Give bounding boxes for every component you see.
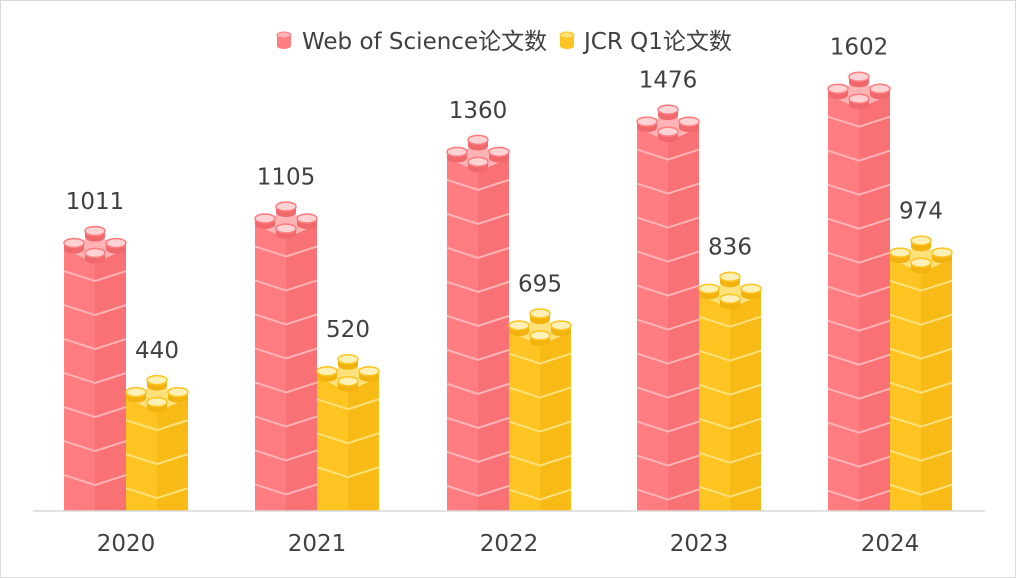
value-label-wos-2024: 1602 <box>830 35 889 61</box>
value-label-wos-2021: 1105 <box>257 164 316 190</box>
legend: Web of Science论文数 JCR Q1论文数 <box>276 29 732 55</box>
bars-layer <box>63 71 953 511</box>
value-label-jcr-2024: 974 <box>899 199 943 225</box>
x-tick-label-2023: 2023 <box>670 531 729 557</box>
x-tick-label-2021: 2021 <box>288 531 347 557</box>
legend-item-jcr: JCR Q1论文数 <box>559 29 732 55</box>
legend-swatch-wos <box>276 31 292 49</box>
bar-wos-2022 <box>446 134 510 511</box>
bar-jcr-2020 <box>125 374 189 511</box>
value-label-wos-2020: 1011 <box>66 189 125 215</box>
bar-wos-2021 <box>254 201 318 511</box>
value-label-wos-2022: 1360 <box>449 98 508 124</box>
bar-jcr-2022 <box>508 308 572 511</box>
value-label-wos-2023: 1476 <box>639 68 698 94</box>
value-label-jcr-2022: 695 <box>518 272 562 298</box>
x-tick-label-2022: 2022 <box>480 531 539 557</box>
legend-swatch-jcr <box>559 31 575 49</box>
x-tick-label-2020: 2020 <box>97 531 156 557</box>
legend-item-wos: Web of Science论文数 <box>276 29 547 55</box>
bar-wos-2020 <box>63 225 127 511</box>
value-label-jcr-2023: 836 <box>708 235 752 261</box>
bar-jcr-2024 <box>889 235 953 511</box>
value-label-jcr-2021: 520 <box>326 317 370 343</box>
legend-label-jcr: JCR Q1论文数 <box>582 29 732 55</box>
x-tick-label-2024: 2024 <box>861 531 920 557</box>
data-labels: 1011 1105 1360 1476 1602 440 520 695 836 974 <box>66 35 943 364</box>
bar-wos-2023 <box>636 104 700 511</box>
bar-wos-2024 <box>827 71 891 511</box>
x-tick-labels: 2020 2021 2022 2023 2024 <box>97 531 920 557</box>
value-label-jcr-2020: 440 <box>135 338 179 364</box>
bar-jcr-2021 <box>316 353 380 511</box>
legend-label-wos: Web of Science论文数 <box>302 29 547 55</box>
bar-jcr-2023 <box>698 271 762 511</box>
